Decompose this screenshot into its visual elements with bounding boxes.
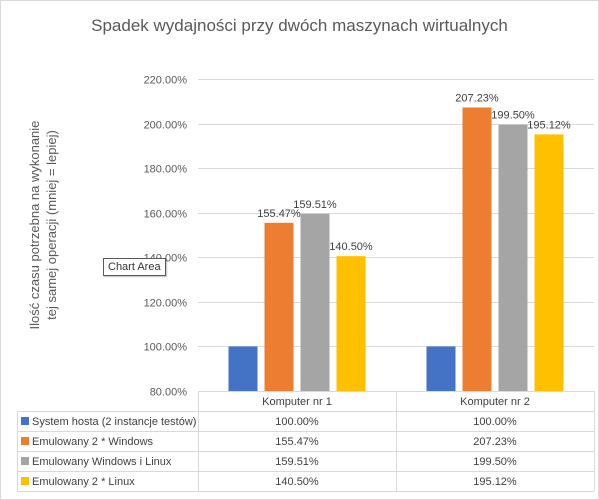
legend-entry: Emulowany 2 * Linux [32, 476, 135, 488]
data-label: 195.12% [527, 119, 571, 131]
category-label: Komputer nr 2 [460, 396, 530, 408]
legend-key [21, 457, 29, 465]
table-cell: 100.00% [473, 416, 517, 428]
y-tick-label: 180.00% [144, 164, 188, 176]
table-cell: 207.23% [473, 436, 517, 448]
legend-entry: System hosta (2 instancje testów) [32, 416, 196, 428]
legend-key [21, 477, 29, 485]
table-cell: 159.51% [275, 456, 319, 468]
y-tick-label: 160.00% [144, 209, 188, 221]
y-tick-label: 100.00% [144, 342, 188, 354]
table-cell: 140.50% [275, 476, 319, 488]
bar [426, 346, 456, 391]
table-cell: 100.00% [275, 416, 319, 428]
bar [300, 213, 330, 391]
legend-entry: Emulowany 2 * Windows [32, 436, 154, 448]
table-cell: 199.50% [473, 456, 517, 468]
chart-title: Spadek wydajności przy dwóch maszynach w… [91, 16, 508, 35]
bar [534, 134, 564, 392]
y-tick-label: 120.00% [144, 298, 188, 310]
y-tick-label: 200.00% [144, 120, 188, 132]
y-tick-label: 80.00% [150, 387, 188, 399]
bar [264, 222, 294, 391]
legend-key [21, 437, 29, 445]
chart-area-tooltip: Chart Area [103, 258, 166, 276]
data-label: 199.50% [491, 110, 535, 122]
legend-entry: Emulowany Windows i Linux [32, 456, 172, 468]
data-label: 159.51% [293, 199, 337, 211]
bar [462, 107, 492, 391]
data-label: 155.47% [257, 208, 301, 220]
bar [336, 256, 366, 391]
table-cell: 155.47% [275, 436, 319, 448]
y-axis-label-wrap: Ilość czasu potrzebna na wykonanie tej s… [8, 120, 78, 330]
table-cell: 195.12% [473, 476, 517, 488]
y-axis-label: Ilość czasu potrzebna na wykonanie tej s… [27, 120, 59, 330]
legend-key [21, 417, 29, 425]
bar [498, 124, 528, 391]
data-label: 207.23% [455, 92, 499, 104]
y-tick-label: 220.00% [144, 75, 188, 87]
data-label: 140.50% [329, 241, 373, 253]
bar [228, 346, 258, 391]
category-label: Komputer nr 1 [262, 396, 332, 408]
